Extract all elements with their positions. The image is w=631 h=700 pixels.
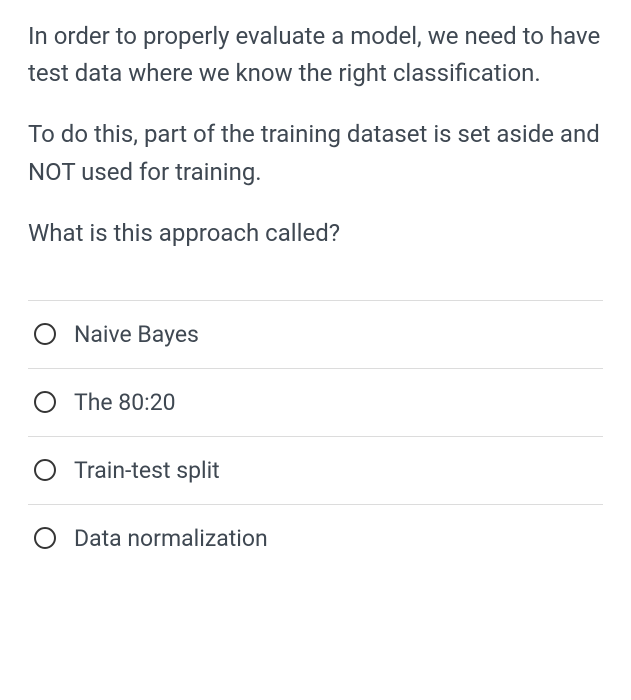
option-label: The 80:20: [74, 389, 176, 416]
option-naive-bayes[interactable]: Naive Bayes: [28, 300, 603, 368]
option-label: Naive Bayes: [74, 321, 199, 348]
option-train-test-split[interactable]: Train-test split: [28, 436, 603, 504]
question-paragraph-3: What is this approach called?: [28, 215, 603, 252]
option-data-normalization[interactable]: Data normalization: [28, 504, 603, 572]
radio-icon: [34, 323, 56, 345]
question-paragraph-2: To do this, part of the training dataset…: [28, 116, 603, 190]
options-list: Naive Bayes The 80:20 Train-test split D…: [28, 300, 603, 572]
radio-icon: [34, 391, 56, 413]
option-80-20[interactable]: The 80:20: [28, 368, 603, 436]
radio-icon: [34, 459, 56, 481]
question-paragraph-1: In order to properly evaluate a model, w…: [28, 18, 603, 92]
question-text: In order to properly evaluate a model, w…: [28, 18, 603, 252]
option-label: Data normalization: [74, 525, 268, 552]
option-label: Train-test split: [74, 457, 220, 484]
radio-icon: [34, 527, 56, 549]
